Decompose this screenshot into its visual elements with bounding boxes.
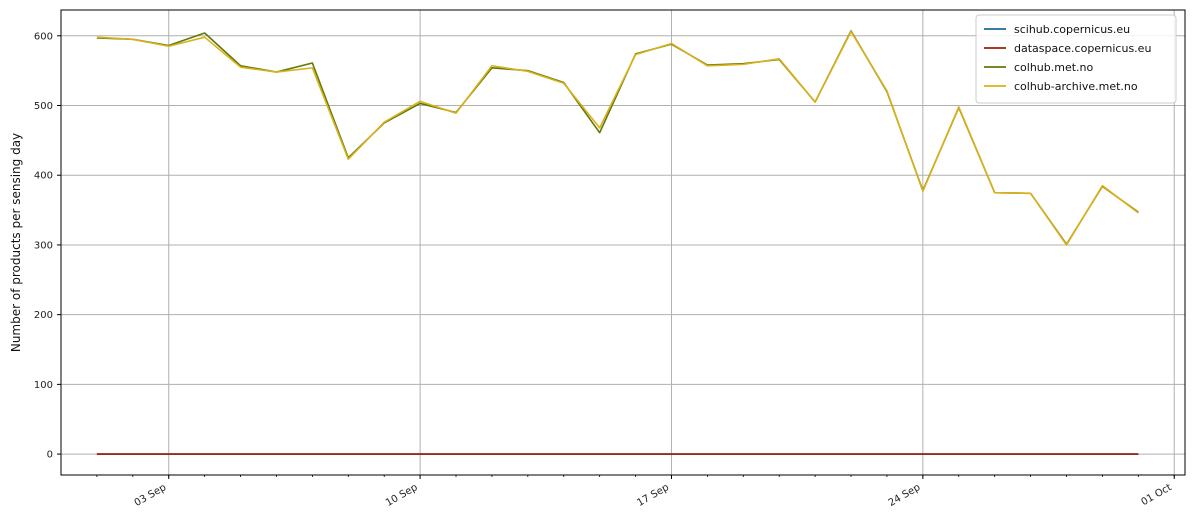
y-tick-label: 200 <box>34 310 53 321</box>
y-axis: 0 100 200 300 400 500 600 <box>34 31 61 461</box>
legend-label: colhub-archive.met.no <box>1014 80 1138 93</box>
series-lines <box>96 30 1139 455</box>
x-axis: 03 Sep 10 Sep 17 Sep 24 Sep 01 Oct <box>96 475 1175 509</box>
x-tick-label: 01 Oct <box>1139 482 1173 508</box>
axes-frame <box>60 9 1186 476</box>
legend-label: dataspace.copernicus.eu <box>1014 42 1151 55</box>
x-tick-label: 10 Sep <box>384 482 420 509</box>
y-tick-label: 400 <box>34 171 53 182</box>
legend-box <box>975 14 1177 104</box>
x-tick-label: 24 Sep <box>887 482 923 509</box>
x-tick-label: 17 Sep <box>635 482 671 509</box>
series-line-colhub-archive-met-no <box>96 30 1139 246</box>
y-tick-label: 600 <box>34 31 53 42</box>
legend-label: scihub.copernicus.eu <box>1014 23 1130 36</box>
y-axis-label: Number of products per sensing day <box>9 133 23 352</box>
legend-label: colhub.met.no <box>1014 61 1094 74</box>
y-tick-label: 500 <box>34 101 53 112</box>
y-tick-label: 0 <box>47 450 53 461</box>
y-tick-label: 100 <box>34 380 53 391</box>
y-tick-label: 300 <box>34 240 53 251</box>
x-tick-label: 03 Sep <box>133 482 169 509</box>
legend: scihub.copernicus.eu dataspace.copernicus… <box>975 14 1177 104</box>
